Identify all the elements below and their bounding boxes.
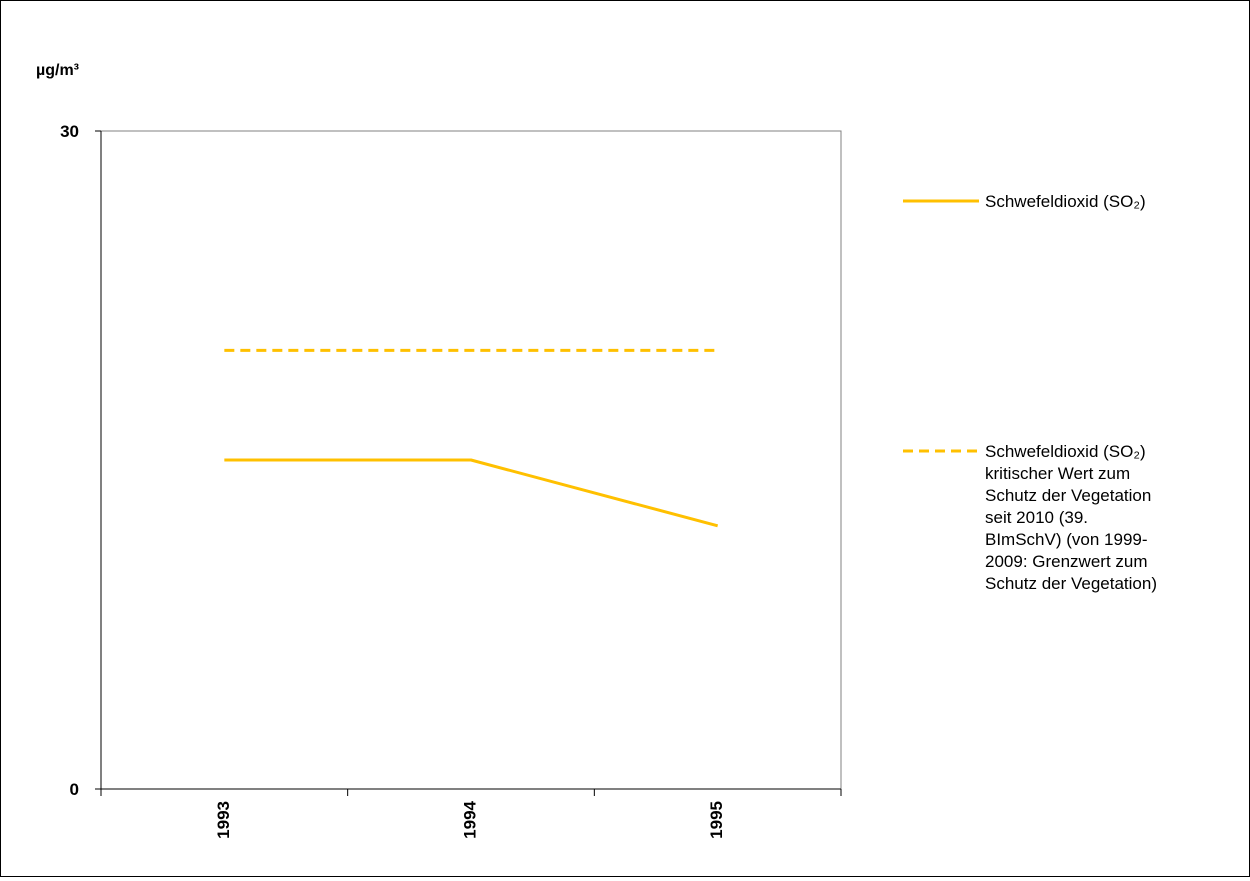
axes: 0 30 1993 1994 1995 xyxy=(60,122,842,839)
x-tick-label: 1994 xyxy=(460,800,479,838)
y-tick-label: 0 xyxy=(70,780,79,799)
x-tick-label: 1993 xyxy=(214,801,233,839)
x-tick-label: 1995 xyxy=(707,801,726,839)
legend-label: Schwefeldioxid (SO₂) xyxy=(985,442,1146,461)
legend-label: Schutz der Vegetation) xyxy=(985,574,1157,593)
legend-label: Schwefeldioxid (SO₂) xyxy=(985,192,1146,211)
legend-label: 2009: Grenzwert zum xyxy=(985,552,1148,571)
legend-label: kritischer Wert zum xyxy=(985,464,1130,483)
series-layer xyxy=(224,348,719,528)
legend-label: BImSchV) (von 1999- xyxy=(985,530,1148,549)
legend: Schwefeldioxid (SO₂) Schwefeldioxid (SO₂)… xyxy=(903,192,1157,593)
y-tick-label: 30 xyxy=(60,122,79,141)
y-axis-label: µg/m³ xyxy=(36,62,79,79)
legend-label: Schutz der Vegetation xyxy=(985,486,1151,505)
legend-label: seit 2010 (39. xyxy=(985,508,1088,527)
series-line-so2 xyxy=(224,458,719,528)
